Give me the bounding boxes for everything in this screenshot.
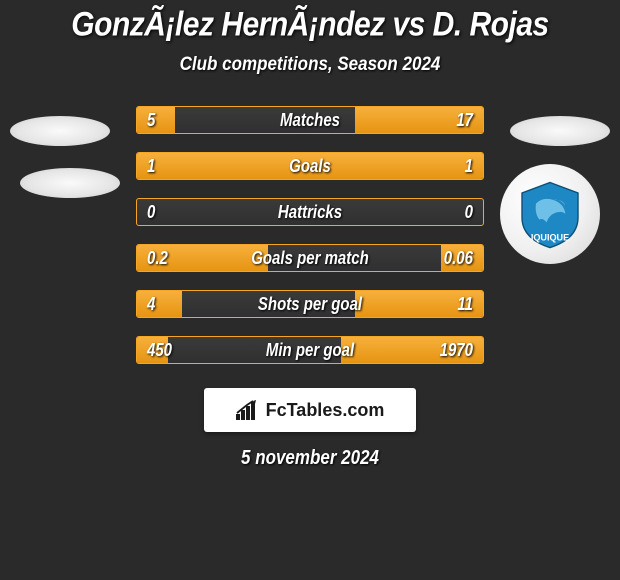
player2-club-badge: IQUIQUE [500, 164, 600, 264]
stat-value-right: 0.06 [444, 248, 473, 268]
brand-text: FcTables.com [266, 400, 385, 421]
stat-fill-right [310, 153, 483, 179]
iquique-badge-icon: IQUIQUE [515, 179, 585, 249]
stat-row: 5 17 Matches [136, 106, 484, 134]
stat-label: Shots per goal [258, 294, 362, 314]
stat-label: Matches [280, 110, 340, 130]
subtitle: Club competitions, Season 2024 [0, 53, 620, 76]
stat-row: 450 1970 Min per goal [136, 336, 484, 364]
player1-avatar-placeholder [10, 116, 110, 146]
stat-row: 0.2 0.06 Goals per match [136, 244, 484, 272]
stat-value-left: 450 [147, 340, 172, 360]
stat-fill-left [137, 291, 182, 317]
stat-value-left: 4 [147, 294, 155, 314]
stat-fill-left [137, 153, 310, 179]
stat-row: 0 0 Hattricks [136, 198, 484, 226]
stat-value-left: 0.2 [147, 248, 168, 268]
stat-value-left: 0 [147, 202, 155, 222]
player2-avatar-placeholder [510, 116, 610, 146]
stat-value-left: 1 [147, 156, 155, 176]
stat-label: Hattricks [278, 202, 342, 222]
stat-value-right: 1 [465, 156, 473, 176]
page-title: GonzÃ¡lez HernÃ¡ndez vs D. Rojas [0, 5, 620, 44]
stat-bars: 517Matches11Goals00Hattricks0.20.06Goals… [136, 106, 484, 364]
fctables-logo-icon [236, 400, 260, 420]
brand-attribution[interactable]: FcTables.com [204, 388, 416, 432]
date-label: 5 november 2024 [0, 446, 620, 470]
stat-label: Min per goal [266, 340, 354, 360]
comparison-card: GonzÃ¡lez HernÃ¡ndez vs D. Rojas Club co… [0, 0, 620, 468]
player1-club-placeholder [20, 168, 120, 198]
svg-text:IQUIQUE: IQUIQUE [531, 233, 569, 243]
stat-value-right: 11 [457, 294, 473, 314]
stat-value-right: 0 [465, 202, 473, 222]
stat-value-left: 5 [147, 110, 155, 130]
stats-area: IQUIQUE 517Matches11Goals00Hattricks0.20… [0, 106, 620, 364]
stat-value-right: 17 [456, 110, 473, 130]
stat-fill-left [137, 107, 175, 133]
stat-value-right: 1970 [440, 340, 473, 360]
stat-label: Goals [289, 156, 331, 176]
stat-row: 4 11 Shots per goal [136, 290, 484, 318]
stat-row: 1 1 Goals [136, 152, 484, 180]
stat-label: Goals per match [251, 248, 369, 268]
